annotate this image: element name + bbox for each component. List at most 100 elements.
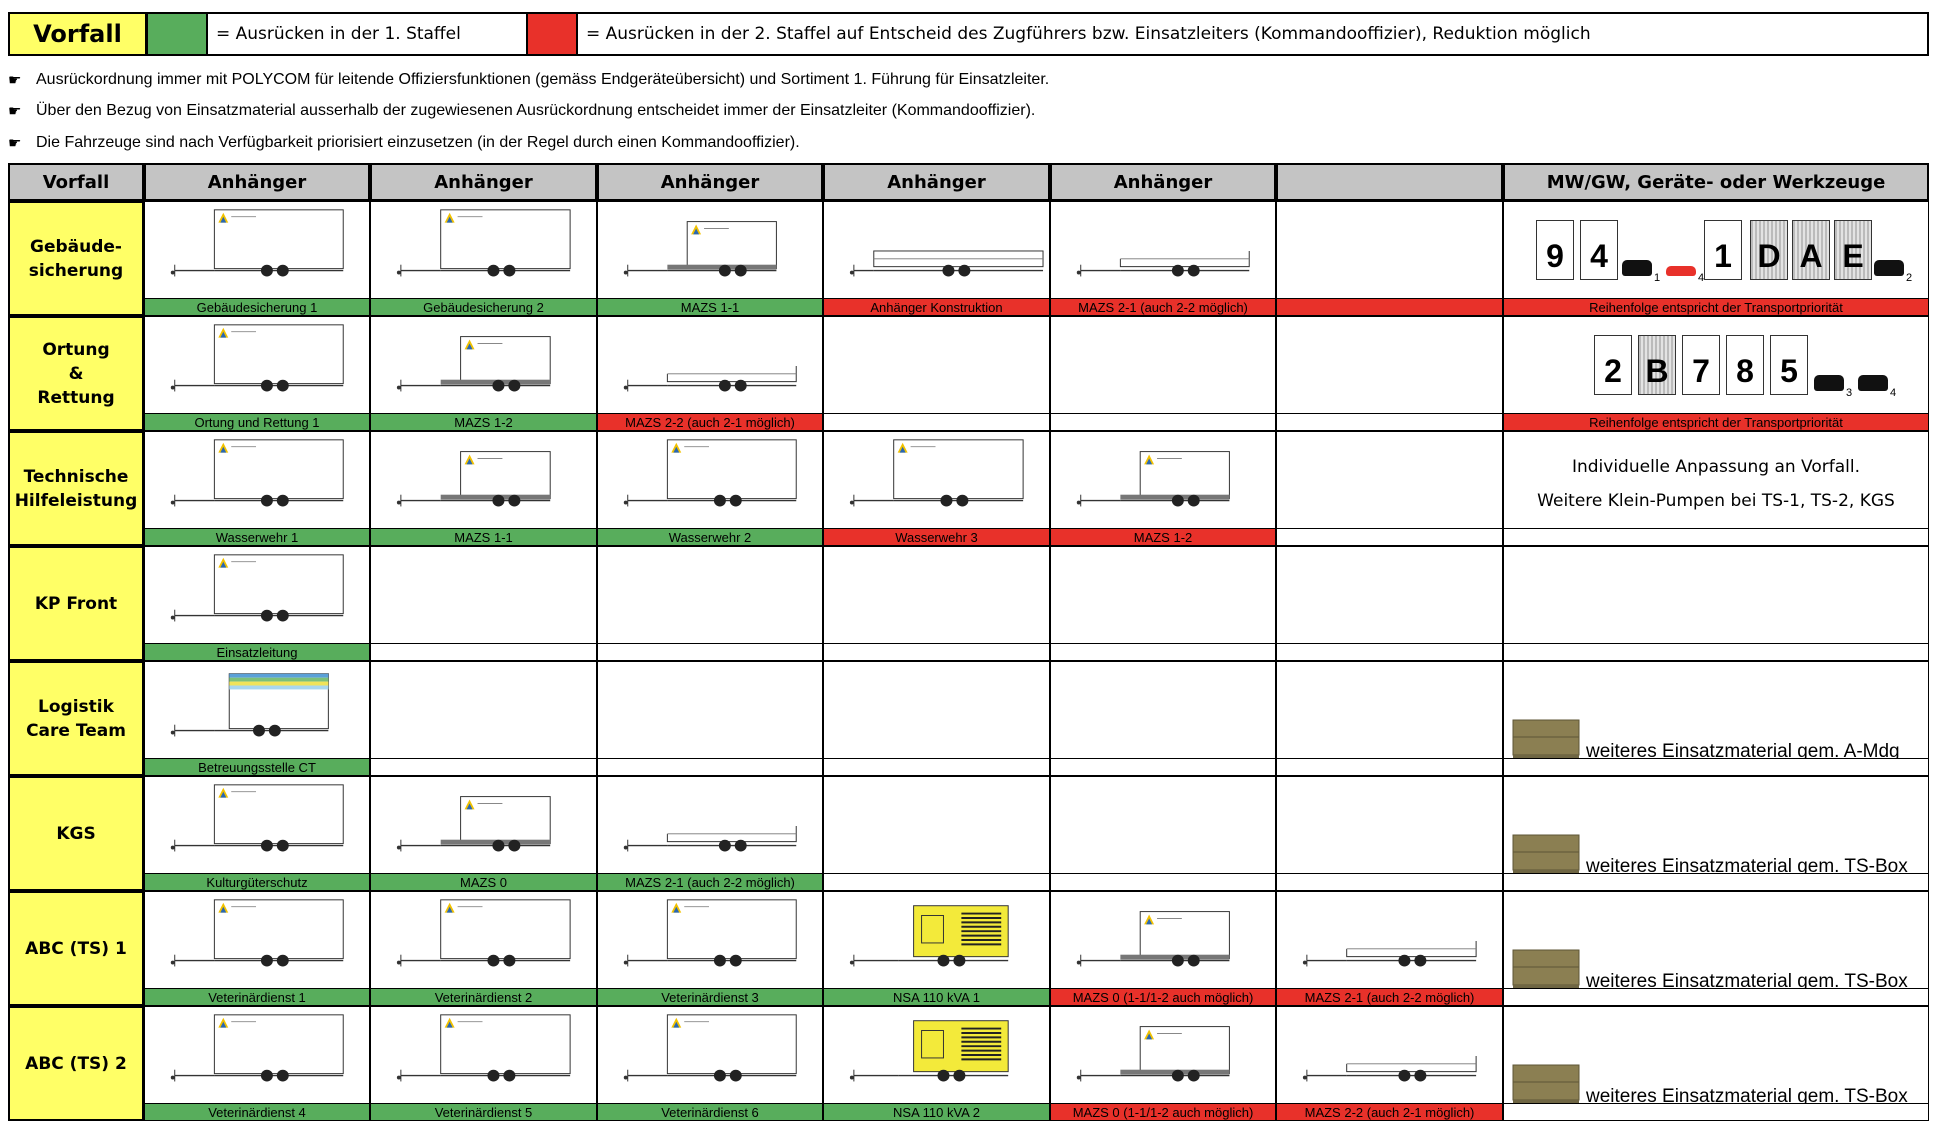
pump-icon (1874, 260, 1904, 276)
equipment-box: 4 (1580, 220, 1618, 280)
trailer-cell: Gebäudesicherung 2 (370, 201, 597, 316)
trailer-cell (597, 546, 823, 661)
pointing-hand-icon: ☛ (8, 135, 22, 152)
trailer-cell: Anhänger Konstruktion (823, 201, 1050, 316)
pointing-hand-icon: ☛ (8, 72, 22, 89)
trailer-caption (371, 643, 596, 660)
header-anhaenger: Anhänger (597, 163, 823, 201)
trailer-caption (1051, 873, 1275, 890)
trailer-cell (1276, 201, 1503, 316)
equipment-box: 7 (1682, 335, 1720, 395)
material-text: weiteres Einsatzmaterial gem. A-Mdg (1586, 741, 1900, 762)
trailer-cell (597, 661, 823, 776)
trailer-caption: Wasserwehr 2 (598, 528, 822, 545)
legend-green-swatch (146, 12, 208, 56)
trailer-icon (371, 317, 596, 413)
tools-caption (1504, 873, 1928, 890)
pump-index: 4 (1890, 387, 1897, 399)
trailer-caption: Betreuungsstelle CT (145, 758, 369, 775)
trailer-icon (371, 777, 596, 873)
note-text: Ausrückordnung immer mit POLYCOM für lei… (36, 71, 1050, 88)
trailer-caption (1051, 758, 1275, 775)
trailer-caption (1051, 643, 1275, 660)
material-text: weiteres Einsatzmaterial gem. TS-Box (1586, 1086, 1908, 1107)
trailer-caption: Veterinärdienst 6 (598, 1103, 822, 1120)
trailer-cell (1276, 546, 1503, 661)
trailer-caption: MAZS 1-1 (598, 298, 822, 315)
trailer-caption (598, 643, 822, 660)
trailer-cell (823, 316, 1050, 431)
equipment-box: D (1750, 220, 1788, 280)
trailer-caption (824, 413, 1049, 430)
trailer-icon (1277, 892, 1502, 988)
trailer-icon (1277, 1007, 1502, 1103)
trailer-cell: MAZS 1-2 (370, 316, 597, 431)
trailer-caption (824, 758, 1049, 775)
trailer-caption (1277, 413, 1502, 430)
tools-cell: weiteres Einsatzmaterial gem. TS-Box (1503, 1006, 1929, 1121)
trailer-caption: MAZS 1-1 (371, 528, 596, 545)
trailer-cell: NSA 110 kVA 2 (823, 1006, 1050, 1121)
trailer-caption: Kulturgüterschutz (145, 873, 369, 890)
tools-cell (1503, 546, 1929, 661)
trailer-icon (824, 202, 1049, 298)
material-text: weiteres Einsatzmaterial gem. TS-Box (1586, 971, 1908, 992)
row-label: ABC (TS) 2 (8, 1006, 144, 1121)
trailer-caption: MAZS 1-2 (1051, 528, 1275, 545)
trailer-icon (371, 1007, 596, 1103)
trailer-cell: MAZS 2-1 (auch 2-2 möglich) (1276, 891, 1503, 1006)
tools-caption: Reihenfolge entspricht der Transportprio… (1504, 413, 1928, 430)
header-anhaenger: Anhänger (370, 163, 597, 201)
trailer-cell: Veterinärdienst 1 (144, 891, 370, 1006)
generator-trailer-icon (824, 1007, 1049, 1103)
trailer-caption (1277, 873, 1502, 890)
trailer-icon (598, 892, 822, 988)
trailer-cell: MAZS 2-1 (auch 2-2 möglich) (1050, 201, 1276, 316)
note-line: Individuelle Anpassung an Vorfall. (1571, 457, 1861, 477)
trailer-cell: Wasserwehr 2 (597, 431, 823, 546)
trailer-cell: Wasserwehr 3 (823, 431, 1050, 546)
trailer-cell: Gebäudesicherung 1 (144, 201, 370, 316)
trailer-cell (1276, 316, 1503, 431)
header-anhaenger: Anhänger (144, 163, 370, 201)
trailer-cell: MAZS 1-1 (370, 431, 597, 546)
trailer-icon (371, 432, 596, 528)
trailer-caption (1277, 298, 1502, 315)
trailer-cell: Veterinärdienst 5 (370, 1006, 597, 1121)
trailer-cell (1050, 316, 1276, 431)
trailer-caption: MAZS 0 (1-1/1-2 auch möglich) (1051, 1103, 1275, 1120)
trailer-cell: MAZS 2-2 (auch 2-1 möglich) (1276, 1006, 1503, 1121)
trailer-icon (145, 202, 369, 298)
header-anhaenger: Anhänger (1050, 163, 1276, 201)
trailer-icon (1051, 432, 1275, 528)
trailer-cell: Einsatzleitung (144, 546, 370, 661)
note-text: Über den Bezug von Einsatzmaterial ausse… (36, 102, 1036, 119)
trailer-caption: Veterinärdienst 3 (598, 988, 822, 1005)
pump-index: 4 (1698, 272, 1705, 284)
pump-icon (1622, 260, 1652, 276)
legend-red-swatch (526, 12, 578, 56)
note-2: ☛ Über den Bezug von Einsatzmaterial auss… (8, 99, 1035, 123)
equipment-box: 8 (1726, 335, 1764, 395)
trailer-cell (823, 661, 1050, 776)
tools-cell: weiteres Einsatzmaterial gem. A-Mdg (1503, 661, 1929, 776)
trailer-cell (1050, 776, 1276, 891)
row-label: KGS (8, 776, 144, 891)
trailer-icon (1051, 202, 1275, 298)
row-label: ABC (TS) 1 (8, 891, 144, 1006)
tools-cell: weiteres Einsatzmaterial gem. TS-Box (1503, 776, 1929, 891)
trailer-caption: Veterinärdienst 4 (145, 1103, 369, 1120)
trailer-cell: NSA 110 kVA 1 (823, 891, 1050, 1006)
equipment-box: E (1834, 220, 1872, 280)
trailer-icon (145, 432, 369, 528)
trailer-cell: MAZS 2-2 (auch 2-1 möglich) (597, 316, 823, 431)
header-vorfall: Vorfall (8, 163, 144, 201)
trailer-caption (824, 873, 1049, 890)
pump-icon (1858, 375, 1888, 391)
trailer-cell: MAZS 0 (370, 776, 597, 891)
trailer-caption: MAZS 2-2 (auch 2-1 möglich) (598, 413, 822, 430)
note-line: Weitere Klein-Pumpen bei TS-1, TS-2, KGS (1537, 491, 1895, 511)
trailer-cell: MAZS 2-1 (auch 2-2 möglich) (597, 776, 823, 891)
trailer-cell: MAZS 0 (1-1/1-2 auch möglich) (1050, 1006, 1276, 1121)
